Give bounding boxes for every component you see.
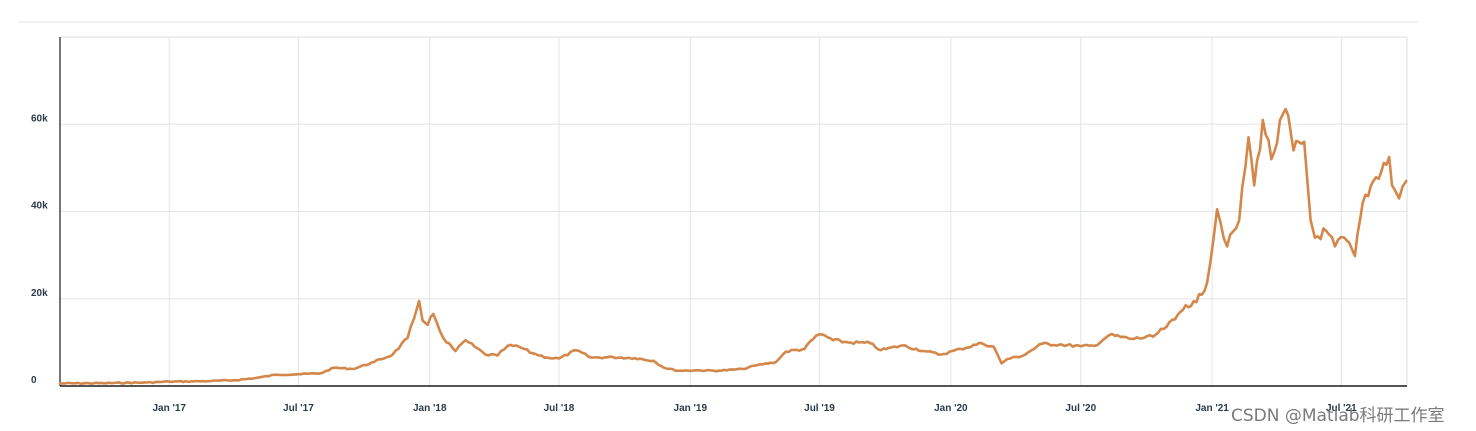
x-tick-label: Jul '20 (1065, 403, 1096, 414)
x-tick-labels: Jan '17 Jul '17 Jan '18 Jul '18 Jan '19 Jul '… (152, 403, 1357, 414)
y-tick-label: 0 (31, 375, 37, 386)
x-tick-label: Jan '19 (674, 403, 708, 414)
series-layer (58, 107, 1408, 385)
x-tick-label: Jan '18 (413, 403, 447, 414)
x-tick-label: Jan '21 (1195, 403, 1229, 414)
plot-frame (59, 36, 1408, 387)
horizontal-gridlines (60, 123, 1407, 300)
series-line (58, 107, 1408, 385)
x-tick-label: Jul '17 (283, 403, 314, 414)
x-tick-label: Jan '20 (934, 403, 968, 414)
x-tick-label: Jul '21 (1326, 403, 1357, 414)
y-tick-label: 20k (31, 288, 48, 299)
watermark-text: CSDN @Matlab科研工作室 (1231, 406, 1445, 426)
y-tick-labels: 0 20k 40k 60k (31, 113, 48, 386)
top-divider (18, 21, 1418, 23)
y-tick-label: 40k (31, 201, 48, 212)
x-tick-label: Jul '18 (544, 403, 575, 414)
y-tick-label: 60k (31, 113, 48, 124)
x-tick-label: Jul '19 (804, 403, 835, 414)
x-tick-label: Jan '17 (152, 403, 186, 414)
